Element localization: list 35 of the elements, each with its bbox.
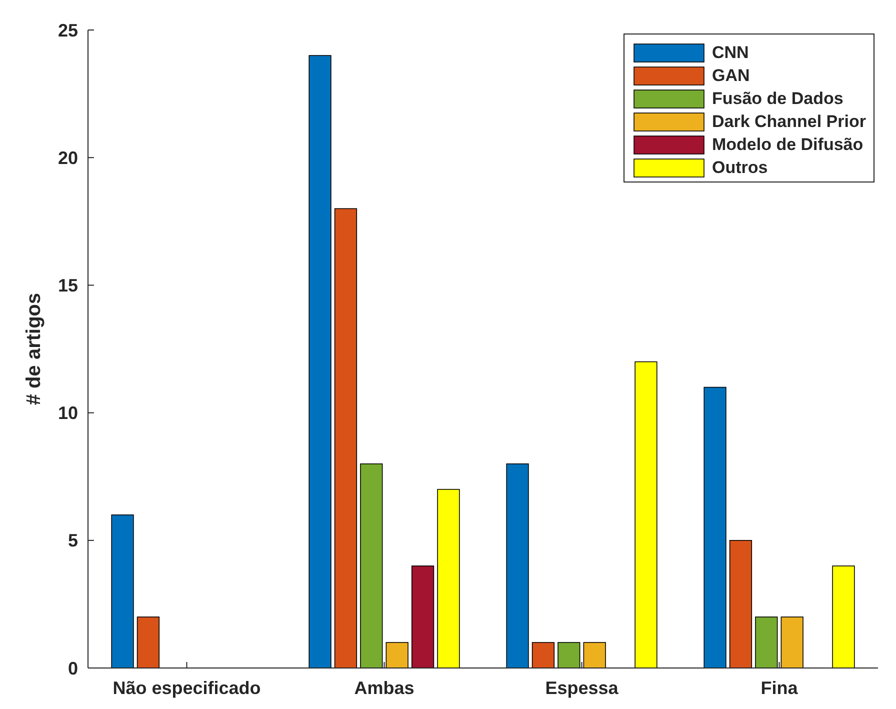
bar [111, 514, 134, 668]
bar [360, 463, 383, 668]
bar [136, 616, 160, 668]
y-tick-label: 20 [58, 148, 78, 168]
legend-label: CNN [712, 43, 749, 62]
bar [780, 616, 804, 668]
legend-label: Outros [712, 158, 768, 177]
y-tick-label: 15 [58, 276, 78, 296]
y-axis-title: # de artigos [23, 292, 45, 406]
bar [308, 55, 332, 668]
bar [755, 616, 778, 668]
bar [583, 642, 606, 668]
bar [411, 566, 434, 668]
bar [832, 566, 855, 668]
legend-label: Dark Channel Prior [712, 112, 866, 131]
x-tick-label: Não especificado [112, 678, 261, 698]
bar [634, 361, 658, 668]
bar [532, 642, 555, 668]
bar [506, 463, 529, 668]
bar [334, 208, 358, 668]
legend-label: Modelo de Difusão [712, 135, 864, 154]
y-tick-label: 10 [58, 403, 78, 424]
legend-label: Fusão de Dados [712, 89, 844, 108]
bar [386, 642, 408, 668]
bar [558, 642, 580, 668]
x-tick-label: Fina [760, 678, 799, 698]
y-tick-label: 25 [58, 20, 78, 40]
legend-label: GAN [712, 66, 750, 85]
bar [437, 488, 460, 668]
bar [729, 540, 752, 668]
x-tick-label: Ambas [354, 678, 414, 698]
y-tick-label: 5 [68, 530, 78, 551]
x-tick-label: Espessa [545, 678, 620, 698]
y-tick-label: 0 [68, 658, 78, 678]
bar [704, 386, 726, 668]
